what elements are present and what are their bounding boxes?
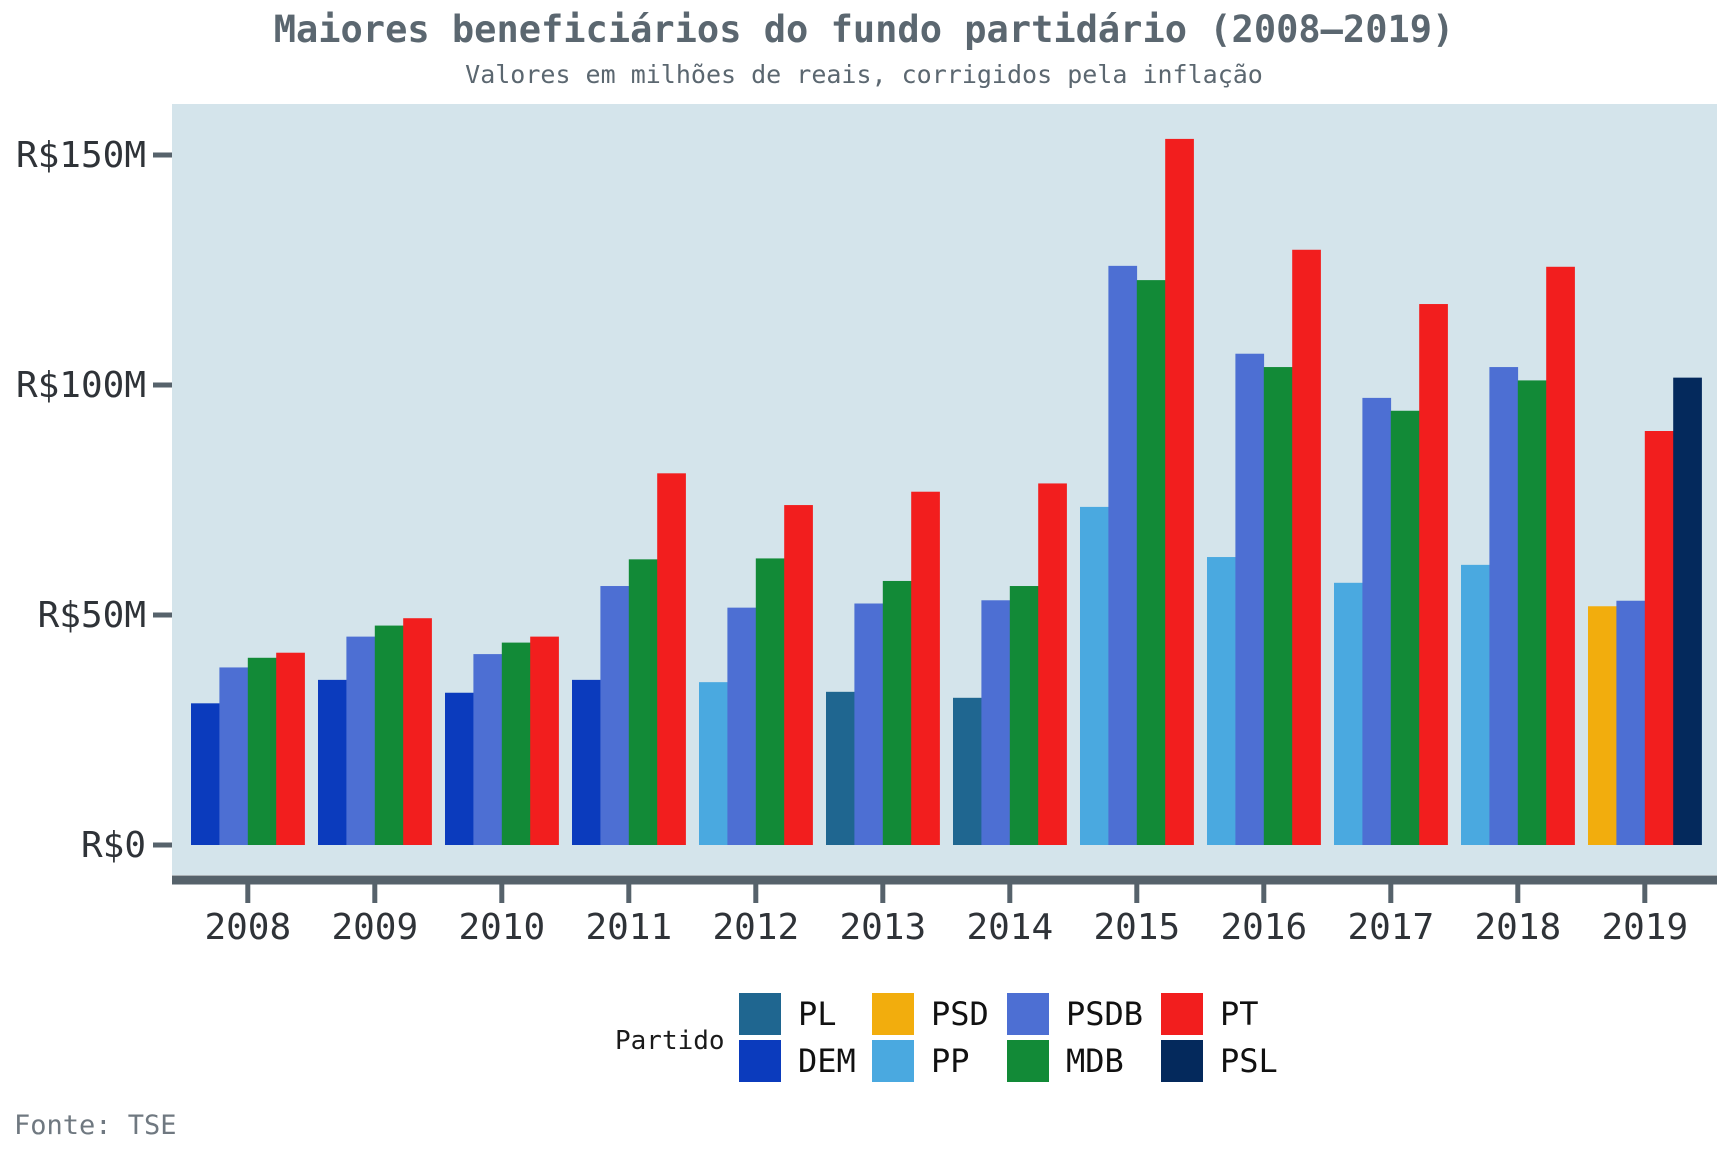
legend-swatch-psd — [872, 993, 914, 1035]
bar-2014-pl — [953, 697, 982, 845]
bar-2019-psl — [1673, 377, 1702, 845]
bar-2008-pt — [276, 652, 305, 845]
legend-label-psdb: PSDB — [1066, 995, 1143, 1033]
bar-2011-pt — [657, 473, 686, 845]
bar-2012-psdb — [727, 607, 757, 845]
x-tick-label: 2014 — [966, 907, 1053, 948]
x-tick-label: 2015 — [1093, 907, 1180, 948]
legend-label-pt: PT — [1220, 995, 1259, 1033]
chart-title: Maiores beneficiários do fundo partidári… — [274, 8, 1455, 51]
bar-2011-dem — [572, 679, 601, 845]
chart-caption: Fonte: TSE — [14, 1110, 177, 1141]
y-tick-label: R$50M — [38, 595, 146, 636]
bar-2013-pl — [826, 691, 855, 845]
legend-swatch-mdb — [1007, 1040, 1049, 1082]
legend-swatch-psl — [1161, 1040, 1203, 1082]
y-tick-label: R$150M — [16, 135, 146, 176]
legend-label-psl: PSL — [1220, 1042, 1278, 1080]
bar-2012-mdb — [755, 558, 785, 845]
bar-2015-mdb — [1136, 280, 1166, 845]
bar-2017-psdb — [1362, 397, 1392, 845]
x-tick-label: 2011 — [585, 907, 672, 948]
bar-2012-pp — [699, 682, 728, 845]
bar-2009-mdb — [374, 625, 404, 845]
legend-swatch-dem — [739, 1040, 781, 1082]
bar-2018-pp — [1461, 564, 1490, 845]
bar-2013-mdb — [882, 580, 912, 845]
bar-2015-psdb — [1108, 265, 1138, 845]
legend-title: Partido — [615, 1026, 725, 1056]
bar-2017-mdb — [1390, 410, 1420, 845]
chart-subtitle: Valores em milhões de reais, corrigidos … — [465, 60, 1263, 89]
x-tick-label: 2018 — [1474, 907, 1561, 948]
bar-2016-psdb — [1235, 353, 1265, 845]
legend-label-mdb: MDB — [1066, 1042, 1124, 1080]
bar-2019-psd — [1588, 606, 1617, 845]
bar-2013-psdb — [854, 603, 884, 845]
bar-2017-pp — [1334, 582, 1363, 845]
bar-2011-psdb — [600, 586, 630, 845]
legend-swatch-pl — [739, 993, 781, 1035]
bar-2009-pt — [403, 618, 432, 845]
bar-2010-psdb — [473, 654, 503, 845]
bar-2019-psdb — [1616, 600, 1646, 845]
bar-2008-psdb — [219, 667, 249, 845]
bar-2015-pt — [1165, 138, 1194, 845]
bar-2010-mdb — [501, 642, 531, 845]
bar-2008-mdb — [247, 657, 277, 845]
bar-2013-pt — [911, 491, 940, 845]
bar-2012-pt — [784, 505, 813, 845]
legend-swatch-pp — [872, 1040, 914, 1082]
x-tick-label: 2016 — [1220, 907, 1307, 948]
legend-swatch-pt — [1161, 993, 1203, 1035]
x-tick-label: 2012 — [712, 907, 799, 948]
legend: Partido PL DEM PSD PP PSDB MDB PT PSL — [615, 993, 1278, 1082]
bar-2010-pt — [530, 636, 559, 845]
bar-2018-pt — [1546, 266, 1575, 845]
bars-layer — [191, 138, 1702, 845]
bar-2014-pt — [1038, 483, 1067, 845]
legend-label-dem: DEM — [798, 1042, 856, 1080]
x-tick-label: 2019 — [1601, 907, 1688, 948]
bar-2017-pt — [1419, 304, 1448, 845]
bar-2014-mdb — [1009, 586, 1039, 845]
x-axis: 2008 2009 2010 2011 2012 2013 2014 2015 2016 2017… — [204, 884, 1688, 948]
x-tick-label: 2009 — [331, 907, 418, 948]
legend-label-pp: PP — [931, 1042, 970, 1080]
bar-2010-dem — [445, 692, 474, 845]
x-tick-label: 2010 — [458, 907, 545, 948]
bar-2016-mdb — [1263, 367, 1293, 845]
bar-2019-pt — [1644, 431, 1674, 845]
legend-label-psd: PSD — [931, 995, 989, 1033]
bar-2008-dem — [191, 703, 220, 845]
x-tick-label: 2017 — [1347, 907, 1434, 948]
bar-2015-pp — [1080, 506, 1109, 845]
bar-2009-dem — [318, 679, 347, 845]
bar-2016-pp — [1207, 557, 1236, 845]
x-tick-label: 2008 — [204, 907, 291, 948]
bar-2018-mdb — [1517, 380, 1547, 845]
bar-2016-pt — [1292, 249, 1321, 845]
bar-2018-psdb — [1489, 367, 1519, 845]
legend-label-pl: PL — [798, 995, 837, 1033]
bar-2011-mdb — [628, 559, 658, 845]
y-tick-label: R$0 — [81, 825, 146, 866]
bar-2009-psdb — [346, 636, 376, 845]
y-axis: R$0 R$50M R$100M R$150M — [16, 135, 172, 866]
bar-2014-psdb — [981, 600, 1011, 845]
x-tick-label: 2013 — [839, 907, 926, 948]
y-tick-label: R$100M — [16, 365, 146, 406]
legend-swatch-psdb — [1007, 993, 1049, 1035]
